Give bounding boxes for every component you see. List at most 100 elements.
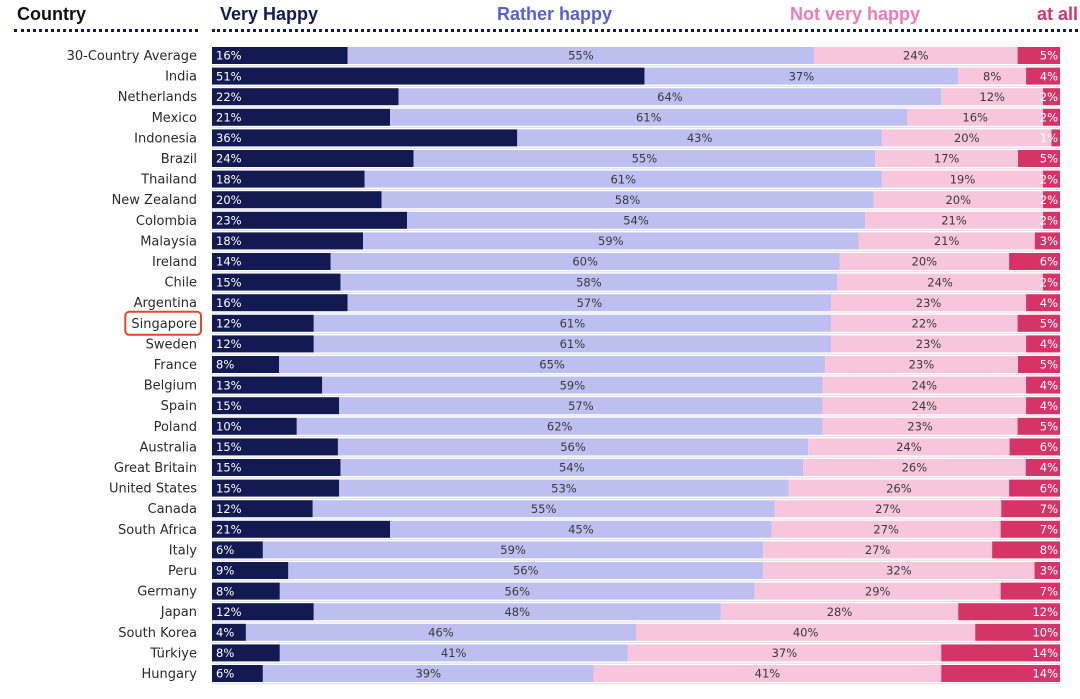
bar-rather-happy xyxy=(313,335,832,353)
value-label-very-happy: 15% xyxy=(216,440,242,454)
country-label: Ireland xyxy=(152,255,197,270)
bar-very-happy xyxy=(212,438,338,456)
bar-very-happy xyxy=(212,665,263,682)
bar-not-at-all xyxy=(1043,88,1060,106)
value-label-not-at-all: 2% xyxy=(1040,193,1058,207)
bar-not-at-all xyxy=(1043,211,1060,229)
country-label: 30-Country Average xyxy=(67,49,197,64)
value-label-not-very-happy: 27% xyxy=(873,523,899,537)
bar-not-very-happy xyxy=(814,47,1018,64)
bar-very-happy xyxy=(212,500,313,518)
country-label: Peru xyxy=(168,564,197,579)
value-label-not-very-happy: 24% xyxy=(912,399,938,413)
value-label-not-at-all: 5% xyxy=(1040,420,1058,434)
value-label-not-very-happy: 27% xyxy=(875,502,901,516)
bar-not-very-happy xyxy=(839,253,1010,270)
value-label-very-happy: 21% xyxy=(216,523,242,537)
value-label-rather-happy: 61% xyxy=(560,337,586,351)
value-label-rather-happy: 43% xyxy=(687,131,713,145)
bar-very-happy xyxy=(212,129,518,147)
country-label: India xyxy=(165,70,197,85)
bar-rather-happy xyxy=(262,665,594,682)
country-label: Italy xyxy=(169,543,198,558)
value-label-not-at-all: 14% xyxy=(1032,667,1058,681)
bar-rather-happy xyxy=(363,232,859,250)
country-label: Sweden xyxy=(146,337,197,352)
value-label-very-happy: 16% xyxy=(216,296,242,310)
value-label-not-very-happy: 41% xyxy=(755,667,781,681)
bar-not-very-happy xyxy=(881,170,1044,188)
very-happy-header: Very Happy xyxy=(220,4,319,24)
value-label-not-at-all: 2% xyxy=(1040,111,1058,125)
bar-rather-happy xyxy=(330,253,840,270)
bar-not-very-happy xyxy=(831,335,1027,353)
country-label: Great Britain xyxy=(114,461,197,476)
country-label: Japan xyxy=(160,605,197,620)
value-label-very-happy: 15% xyxy=(216,461,242,475)
bar-not-at-all xyxy=(1000,520,1060,538)
bar-rather-happy xyxy=(340,273,838,291)
bar-not-at-all xyxy=(1034,232,1060,250)
value-label-not-very-happy: 12% xyxy=(979,90,1005,104)
value-label-not-at-all: 5% xyxy=(1040,317,1058,331)
bar-not-very-happy xyxy=(941,88,1044,106)
value-label-rather-happy: 53% xyxy=(551,481,577,495)
value-label-rather-happy: 45% xyxy=(568,523,594,537)
bar-not-at-all xyxy=(1017,314,1060,332)
value-label-very-happy: 12% xyxy=(216,317,242,331)
bar-not-very-happy xyxy=(771,520,1001,538)
value-label-very-happy: 15% xyxy=(216,275,242,289)
bar-rather-happy xyxy=(407,211,865,229)
country-label: South Africa xyxy=(118,523,197,538)
bar-very-happy xyxy=(212,459,341,476)
bar-not-very-happy xyxy=(881,129,1052,147)
bar-not-at-all xyxy=(1017,47,1060,64)
bar-very-happy xyxy=(212,397,340,415)
value-label-not-at-all: 10% xyxy=(1032,626,1058,640)
bar-rather-happy xyxy=(313,314,832,332)
bar-rather-happy xyxy=(279,644,628,662)
value-label-not-at-all: 6% xyxy=(1040,481,1058,495)
country-label: France xyxy=(154,358,197,373)
bar-rather-happy xyxy=(262,541,764,559)
value-label-not-at-all: 7% xyxy=(1040,502,1058,516)
value-label-rather-happy: 39% xyxy=(415,667,441,681)
value-label-not-at-all: 5% xyxy=(1040,49,1058,63)
value-label-rather-happy: 56% xyxy=(560,440,586,454)
bar-not-at-all xyxy=(1026,335,1060,353)
value-label-rather-happy: 61% xyxy=(610,172,636,186)
bar-very-happy xyxy=(212,376,323,394)
value-label-very-happy: 24% xyxy=(216,152,242,166)
value-label-rather-happy: 56% xyxy=(513,564,539,578)
bar-very-happy xyxy=(212,603,314,621)
bar-not-at-all xyxy=(1034,562,1060,579)
value-label-very-happy: 18% xyxy=(216,172,242,186)
value-label-very-happy: 12% xyxy=(216,502,242,516)
value-label-not-very-happy: 21% xyxy=(941,214,967,228)
value-label-not-very-happy: 8% xyxy=(983,69,1001,83)
bar-not-very-happy xyxy=(875,150,1019,167)
value-label-rather-happy: 59% xyxy=(500,543,526,557)
bar-rather-happy xyxy=(279,582,755,600)
value-label-not-very-happy: 32% xyxy=(886,564,912,578)
value-label-not-at-all: 1% xyxy=(1040,131,1058,145)
value-label-not-at-all: 4% xyxy=(1040,399,1058,413)
bar-not-at-all xyxy=(1026,67,1060,85)
bar-very-happy xyxy=(212,644,280,662)
value-label-not-very-happy: 16% xyxy=(962,111,988,125)
value-label-very-happy: 12% xyxy=(216,605,242,619)
bar-rather-happy xyxy=(322,376,823,394)
value-label-not-at-all: 3% xyxy=(1040,234,1058,248)
bar-not-at-all xyxy=(1043,191,1060,209)
value-label-rather-happy: 41% xyxy=(441,646,467,660)
bar-rather-happy xyxy=(390,520,772,538)
bar-very-happy xyxy=(212,191,382,209)
value-label-not-at-all: 4% xyxy=(1040,337,1058,351)
bar-rather-happy xyxy=(347,294,832,312)
bar-not-very-happy xyxy=(837,273,1043,291)
value-label-not-at-all: 2% xyxy=(1040,275,1058,289)
value-label-not-very-happy: 28% xyxy=(827,605,853,619)
value-label-very-happy: 14% xyxy=(216,255,242,269)
value-label-not-very-happy: 20% xyxy=(912,255,938,269)
bar-not-very-happy xyxy=(774,500,1002,518)
